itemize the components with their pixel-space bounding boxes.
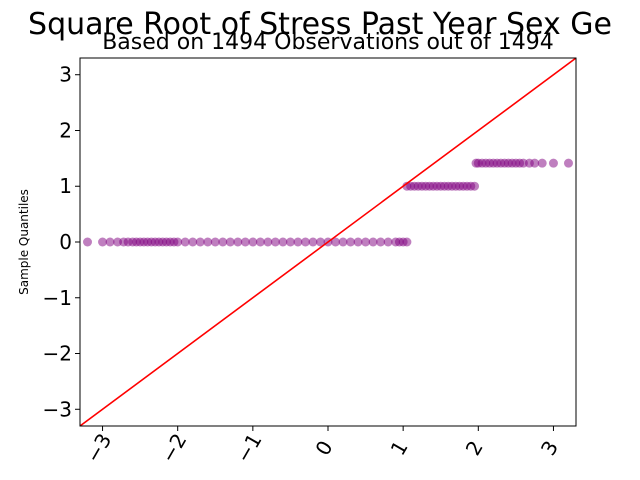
data-point (188, 237, 198, 247)
data-point (308, 237, 318, 247)
data-point (530, 158, 540, 168)
data-point (248, 237, 258, 247)
data-point (218, 237, 228, 247)
data-point (470, 181, 480, 191)
data-point (402, 237, 412, 247)
data-point (346, 237, 356, 247)
scatter-points (83, 158, 573, 247)
data-point (255, 237, 265, 247)
reference-line-group (80, 58, 576, 426)
data-point (233, 237, 243, 247)
y-axis-label: Sample Quantiles (17, 189, 31, 295)
data-point (548, 158, 558, 168)
data-point (83, 237, 93, 247)
data-point (210, 237, 220, 247)
chart-title: Square Root of Stress Past Year Sex Ge (28, 7, 612, 42)
y-tick-label: 0 (59, 230, 72, 254)
data-point (173, 237, 183, 247)
data-point (105, 237, 115, 247)
y-tick-label: 1 (59, 174, 72, 198)
data-point (180, 237, 190, 247)
data-point (353, 237, 363, 247)
x-axis: −3 −2 −1 0 1 2 3 (81, 426, 563, 467)
chart-subtitle: Based on 1494 Observations out of 1494 (102, 30, 554, 55)
x-tick-label: 2 (461, 436, 488, 459)
data-point (285, 237, 295, 247)
reference-line (80, 58, 576, 426)
y-tick-label: −2 (43, 342, 72, 366)
data-point (203, 237, 213, 247)
data-point (270, 237, 280, 247)
x-tick-label: 3 (536, 436, 563, 459)
data-point (315, 237, 325, 247)
data-point (263, 237, 273, 247)
data-point (563, 158, 573, 168)
data-point (368, 237, 378, 247)
data-point (293, 237, 303, 247)
data-point (98, 237, 108, 247)
x-tick-label: −2 (156, 429, 192, 467)
data-point (537, 158, 547, 168)
x-tick-label: −3 (81, 429, 117, 467)
data-point (300, 237, 310, 247)
y-tick-label: −1 (43, 286, 72, 310)
data-point (225, 237, 235, 247)
data-point (278, 237, 288, 247)
data-point (331, 237, 341, 247)
x-tick-label: 1 (386, 436, 413, 459)
y-tick-label: 2 (59, 118, 72, 142)
x-tick-label: −1 (231, 429, 267, 467)
y-axis: −3 −2 −1 0 1 2 3 (43, 63, 80, 421)
data-point (376, 237, 386, 247)
data-point (195, 237, 205, 247)
data-point (361, 237, 371, 247)
data-point (338, 237, 348, 247)
y-tick-label: 3 (59, 63, 72, 87)
data-point (383, 237, 393, 247)
data-point (240, 237, 250, 247)
x-tick-label: 0 (310, 436, 337, 459)
y-tick-label: −3 (43, 397, 72, 421)
